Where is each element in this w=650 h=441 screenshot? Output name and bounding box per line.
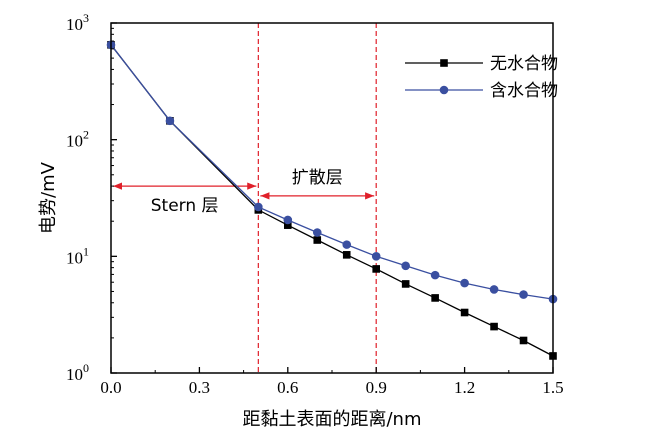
data-point-s0-5 xyxy=(342,251,351,259)
data-point-s1-3 xyxy=(283,215,293,225)
series-layer xyxy=(106,40,558,360)
data-point-s1-7 xyxy=(401,261,410,271)
y-tick-label-1: 101 xyxy=(66,244,89,267)
data-point-s1-8 xyxy=(430,270,440,280)
data-point-s0-8 xyxy=(431,294,439,302)
data-point-s0-6 xyxy=(372,265,380,273)
y-tick-label-2: 102 xyxy=(66,128,89,151)
legend-marker-1 xyxy=(439,85,449,95)
data-point-s1-1 xyxy=(165,116,175,126)
data-point-s1-4 xyxy=(312,228,322,237)
annotation-label-1: 扩散层 xyxy=(292,168,343,188)
data-point-s0-9 xyxy=(460,308,469,317)
data-point-s0-3 xyxy=(284,221,292,229)
annotation-label-0: Stern 层 xyxy=(151,196,219,216)
data-point-s1-6 xyxy=(371,252,381,261)
x-tick-label-4: 1.2 xyxy=(454,378,475,397)
data-point-s0-10 xyxy=(490,322,498,331)
data-point-s1-11 xyxy=(519,290,528,299)
vertical-guides xyxy=(257,23,377,373)
data-point-s0-7 xyxy=(401,280,410,288)
x-tick-label-0: 0.0 xyxy=(100,378,121,397)
legend-marker-0 xyxy=(440,59,448,67)
x-tick-label-1: 0.3 xyxy=(189,378,210,397)
legend-label-1: 含水合物 xyxy=(490,81,558,101)
y-axis-title: 电势/mV xyxy=(38,161,59,234)
x-tick-label-3: 0.9 xyxy=(366,378,387,397)
data-point-s1-9 xyxy=(460,278,469,288)
ticks: 0.0 0.3 0.6 0.9 1.2 1.5 100 101 102 103 xyxy=(66,11,564,397)
data-point-s1-10 xyxy=(489,285,499,294)
data-point-s1-2 xyxy=(254,202,263,212)
data-point-s1-5 xyxy=(342,240,352,249)
annotations: Stern 层 扩散层 xyxy=(113,168,375,216)
x-tick-label-5: 1.5 xyxy=(542,378,563,397)
y-tick-label-3: 103 xyxy=(66,11,89,34)
y-tick-label-0: 100 xyxy=(66,361,89,384)
legend-label-0: 无水合物 xyxy=(490,54,558,74)
x-axis-title: 距黏土表面的距离/nm xyxy=(242,409,421,430)
data-point-s0-4 xyxy=(313,236,322,244)
data-point-s0-11 xyxy=(519,336,528,345)
x-tick-label-2: 0.6 xyxy=(277,378,298,397)
